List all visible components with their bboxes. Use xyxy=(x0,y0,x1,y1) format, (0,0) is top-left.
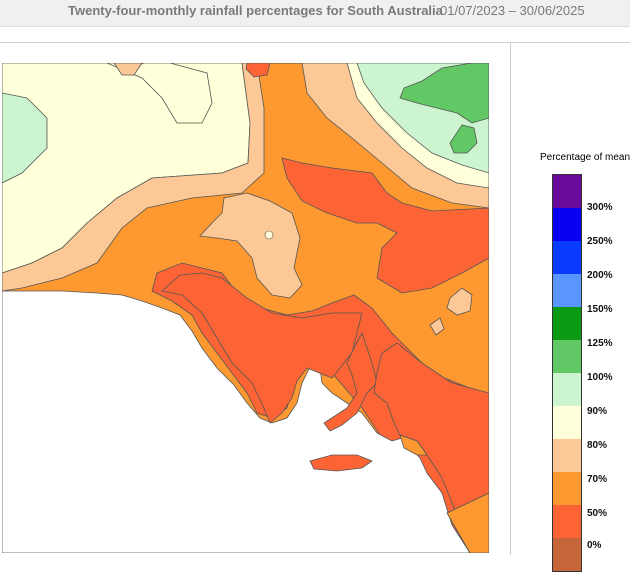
zone-80-90-central xyxy=(199,192,303,299)
zone-70-80-southeast-coast xyxy=(399,434,428,456)
legend-tick: 300% xyxy=(587,202,613,213)
zone-125-150-small xyxy=(449,124,478,154)
legend-tick: 50% xyxy=(587,508,608,519)
legend-tick: 100% xyxy=(587,372,613,383)
legend-tick: 150% xyxy=(587,304,613,315)
legend-swatch xyxy=(553,505,581,538)
kangaroo-island xyxy=(309,454,373,472)
legend-swatch xyxy=(553,439,581,472)
zone-80-90-east-1 xyxy=(446,287,473,316)
legend-tick: 0% xyxy=(587,540,602,551)
legend-swatch xyxy=(553,340,581,373)
ocean-south xyxy=(2,290,471,553)
legend-swatch xyxy=(553,175,581,208)
zone-50-70-top xyxy=(245,63,271,78)
zone-70-80-island xyxy=(264,230,274,240)
legend-swatch xyxy=(553,274,581,307)
legend-tick: 250% xyxy=(587,236,613,247)
legend-tick: 90% xyxy=(587,406,608,417)
legend-tick: 80% xyxy=(587,440,608,451)
legend-swatch xyxy=(553,307,581,340)
zone-80-90-north-small xyxy=(113,63,143,76)
legend-swatch xyxy=(553,406,581,439)
legend-swatch xyxy=(553,373,581,406)
zone-70-80-coast-tip xyxy=(446,492,489,553)
title-bar: Twenty-four-monthly rainfall percentages… xyxy=(0,0,630,27)
zone-50-70-northeast xyxy=(281,157,489,294)
panel-divider xyxy=(510,42,511,555)
date-range: 01/07/2023 – 30/06/2025 xyxy=(440,3,585,18)
panel-top-border xyxy=(0,42,630,43)
zone-80-90-northwest xyxy=(2,63,265,292)
legend-tick: 125% xyxy=(587,338,613,349)
rainfall-map xyxy=(2,63,489,553)
zone-125-150-northeast xyxy=(399,63,489,124)
legend-title: Percentage of mean xyxy=(540,152,630,163)
legend-tick: 200% xyxy=(587,270,613,281)
eyre-peninsula xyxy=(161,272,363,424)
legend-tick: 70% xyxy=(587,474,608,485)
zone-100-125-northwest xyxy=(2,92,48,184)
map-title: Twenty-four-monthly rainfall percentages… xyxy=(68,3,443,18)
legend-colorbar xyxy=(552,174,582,572)
legend-swatch xyxy=(553,472,581,505)
legend-swatch xyxy=(553,208,581,241)
zone-80-90-east-2 xyxy=(429,317,445,336)
legend-swatch xyxy=(553,241,581,274)
